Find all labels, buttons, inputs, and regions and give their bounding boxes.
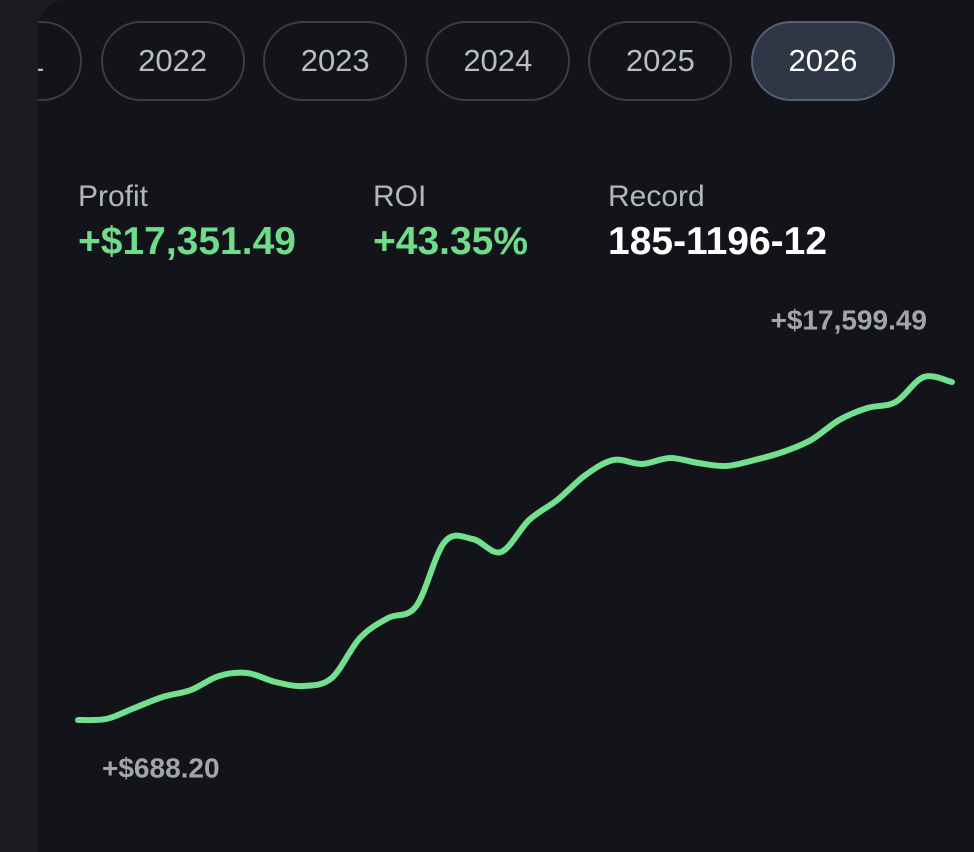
year-tab[interactable]: 2022: [100, 21, 245, 101]
max-label: +$17,599.49: [771, 304, 928, 335]
app: 202120222023202420252026 Profit+$17,351.…: [38, 0, 974, 852]
min-label: +$688.20: [102, 752, 220, 783]
stat-label: Profit: [78, 180, 149, 213]
chart: +$17,599.49 +$688.20: [75, 304, 955, 783]
year-tab[interactable]: 2026: [751, 21, 895, 101]
stat: ROI +43.35%: [373, 178, 528, 268]
stat-label: ROI: [373, 180, 427, 213]
stat: Profit +$17,351.49: [78, 178, 296, 268]
stat-value: +43.35%: [373, 220, 529, 263]
year-tab[interactable]: 2025: [588, 21, 733, 101]
year-tab[interactable]: 2024: [425, 21, 570, 101]
year-tab[interactable]: 2023: [263, 21, 408, 101]
stat-label: Record: [608, 180, 705, 213]
stat-value: 185-1196-12: [608, 220, 828, 263]
stat: Record 185-1196-12: [608, 178, 827, 268]
profit-line: [75, 373, 955, 724]
stat-value: +$17,351.49: [78, 220, 296, 263]
